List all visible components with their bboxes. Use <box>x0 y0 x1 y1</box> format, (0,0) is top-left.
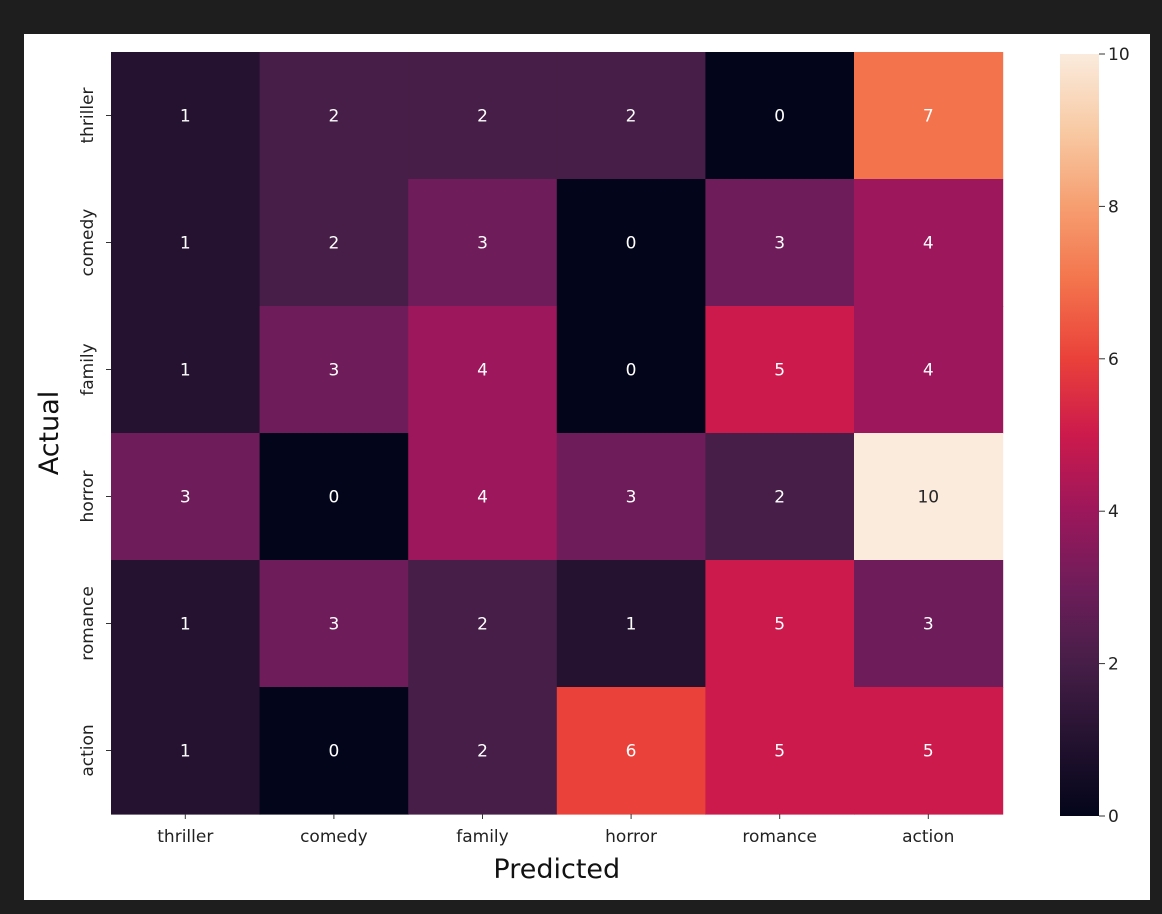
cell-value-label: 5 <box>923 742 934 762</box>
heatmap-cells: 1 2 2 2 0 71 2 3 0 3 41 3 4 0 5 43 0 4 3 2 101 3 2 1 5 31 0 2 6 5 5 <box>111 52 1004 815</box>
x-axis-title: Predicted <box>493 854 620 885</box>
cell-value-label: 1 <box>180 615 191 635</box>
cell-value-label: 5 <box>774 742 785 762</box>
heatmap-cell <box>854 52 1004 180</box>
heatmap-cell <box>705 306 855 434</box>
colorbar-tick-label: 6 <box>1108 350 1119 370</box>
heatmap-cell <box>408 52 558 180</box>
confusion-matrix-heatmap: 1 2 2 2 0 71 2 3 0 3 41 3 4 0 5 43 0 4 3 2 101 3 2 1 5 31 0 2 6 5 5 th… <box>34 45 1130 885</box>
y-tick-label: horror <box>78 471 98 523</box>
heatmap-cell <box>556 179 706 307</box>
heatmap-cell <box>111 306 261 434</box>
heatmap-cell <box>259 560 409 688</box>
cell-value-label: 4 <box>923 361 934 381</box>
heatmap-cell <box>259 306 409 434</box>
cell-value-label: 3 <box>626 488 637 508</box>
cell-value-label: 0 <box>774 107 785 127</box>
x-tick-label: horror <box>605 827 657 847</box>
heatmap-cell <box>556 52 706 180</box>
heatmap-cell <box>111 560 261 688</box>
cell-value-label: 2 <box>477 615 488 635</box>
cell-value-label: 4 <box>923 234 934 254</box>
cell-value-label: 0 <box>328 742 339 762</box>
x-tick-label: action <box>902 827 954 847</box>
cell-value-label: 5 <box>774 615 785 635</box>
heatmap-cell <box>408 687 558 815</box>
y-tick-label: thriller <box>78 87 98 143</box>
heatmap-cell <box>705 687 855 815</box>
y-axis-title: Actual <box>34 391 65 476</box>
figure: 1 2 2 2 0 7 1 2 3 0 3 4 1 3 4 0 5 4 3 0 4 3 2 10 1 3 2 1 5 3 1 0 2 6 5 5 th… <box>24 34 1150 900</box>
heatmap-cell <box>259 179 409 307</box>
heatmap-cell <box>556 306 706 434</box>
y-tick-label: comedy <box>78 209 98 277</box>
cell-value-label: 1 <box>180 742 191 762</box>
x-tick-label: family <box>456 827 508 847</box>
cell-value-label: 3 <box>477 234 488 254</box>
cell-value-label: 2 <box>626 107 637 127</box>
cell-value-label: 0 <box>626 234 637 254</box>
heatmap-cell <box>408 560 558 688</box>
heatmap-cell <box>705 433 855 561</box>
heatmap-cell <box>854 306 1004 434</box>
heatmap-cell <box>408 433 558 561</box>
heatmap-cell <box>854 560 1004 688</box>
heatmap-cell <box>111 179 261 307</box>
heatmap-cell <box>556 560 706 688</box>
cell-value-label: 2 <box>328 107 339 127</box>
x-tick-label: thriller <box>157 827 213 847</box>
cell-value-label: 1 <box>180 361 191 381</box>
y-tick-label: family <box>78 343 98 395</box>
cell-value-label: 10 <box>917 488 939 508</box>
cell-value-label: 1 <box>180 234 191 254</box>
heatmap-cell <box>854 179 1004 307</box>
heatmap-cell <box>408 179 558 307</box>
heatmap-cell <box>259 433 409 561</box>
cell-value-label: 3 <box>774 234 785 254</box>
heatmap-cell <box>556 687 706 815</box>
cell-value-label: 7 <box>923 107 934 127</box>
colorbar-ticks: 0 2 4 6 8 10 <box>1099 45 1130 827</box>
y-tick-label: action <box>78 724 98 776</box>
colorbar-tick-label: 8 <box>1108 197 1119 217</box>
cell-value-label: 3 <box>180 488 191 508</box>
cell-value-label: 3 <box>328 361 339 381</box>
x-tick-label: romance <box>742 827 817 847</box>
heatmap-cell <box>556 433 706 561</box>
heatmap-cell <box>111 52 261 180</box>
heatmap-cell <box>854 433 1004 561</box>
colorbar-tick-label: 4 <box>1108 502 1119 522</box>
x-tick-labels: thriller comedy family horror romance action <box>157 814 954 847</box>
heatmap-cell <box>705 52 855 180</box>
colorbar-tick-label: 10 <box>1108 45 1130 65</box>
y-tick-label: romance <box>78 586 98 661</box>
cell-value-label: 1 <box>180 107 191 127</box>
cell-value-label: 2 <box>328 234 339 254</box>
heatmap-cell <box>705 179 855 307</box>
cell-value-label: 3 <box>923 615 934 635</box>
cell-value-label: 2 <box>477 107 488 127</box>
cell-value-label: 6 <box>626 742 637 762</box>
heatmap-cell <box>854 687 1004 815</box>
cell-value-label: 2 <box>774 488 785 508</box>
heatmap-cell <box>111 687 261 815</box>
colorbar <box>1060 54 1099 816</box>
x-tick-label: comedy <box>300 827 368 847</box>
cell-value-label: 2 <box>477 742 488 762</box>
heatmap-cell <box>259 687 409 815</box>
cell-value-label: 0 <box>626 361 637 381</box>
heatmap-cell <box>408 306 558 434</box>
colorbar-tick-label: 2 <box>1108 655 1119 675</box>
cell-value-label: 5 <box>774 361 785 381</box>
cell-value-label: 3 <box>328 615 339 635</box>
heatmap-cell <box>259 52 409 180</box>
cell-value-label: 0 <box>328 488 339 508</box>
colorbar-tick-label: 0 <box>1108 807 1119 827</box>
heatmap-cell <box>705 560 855 688</box>
cell-value-label: 4 <box>477 488 488 508</box>
cell-value-label: 4 <box>477 361 488 381</box>
cell-value-label: 1 <box>626 615 637 635</box>
heatmap-cell <box>111 433 261 561</box>
y-tick-labels: thriller comedy family horror romance action <box>78 87 111 777</box>
